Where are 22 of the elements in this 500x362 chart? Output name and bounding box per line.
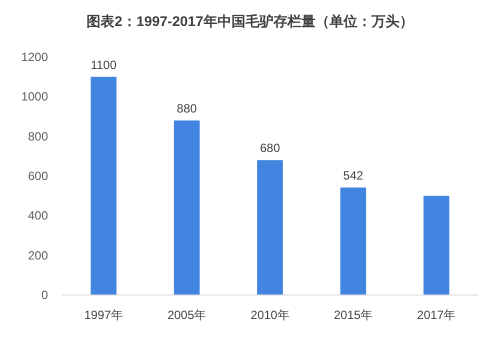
y-tick-label: 600 bbox=[28, 169, 48, 183]
x-tick-label: 2005年 bbox=[167, 308, 206, 322]
data-label: 680 bbox=[260, 141, 280, 156]
bar bbox=[340, 188, 366, 295]
bar bbox=[424, 196, 450, 295]
x-tick-label: 2015年 bbox=[334, 308, 373, 322]
bar bbox=[174, 120, 200, 295]
bar bbox=[90, 76, 116, 295]
y-tick-label: 1200 bbox=[21, 50, 48, 64]
y-tick-label: 400 bbox=[28, 208, 48, 223]
y-tick-label: 0 bbox=[41, 288, 48, 302]
data-label: 1100 bbox=[90, 58, 117, 72]
x-tick-label: 2010年 bbox=[250, 308, 290, 322]
y-tick-label: 800 bbox=[28, 129, 48, 144]
data-label: 542 bbox=[343, 168, 364, 183]
y-tick-label: 1000 bbox=[21, 90, 48, 104]
bar bbox=[257, 160, 283, 295]
y-tick-label: 200 bbox=[28, 248, 48, 262]
chart-title: 图表2：1997-2017年中国毛驴存栏量（单位：万头） bbox=[86, 13, 414, 29]
x-tick-label: 1997年 bbox=[84, 308, 123, 322]
x-tick-label: 2017年 bbox=[417, 308, 456, 322]
data-label: 880 bbox=[176, 101, 198, 116]
